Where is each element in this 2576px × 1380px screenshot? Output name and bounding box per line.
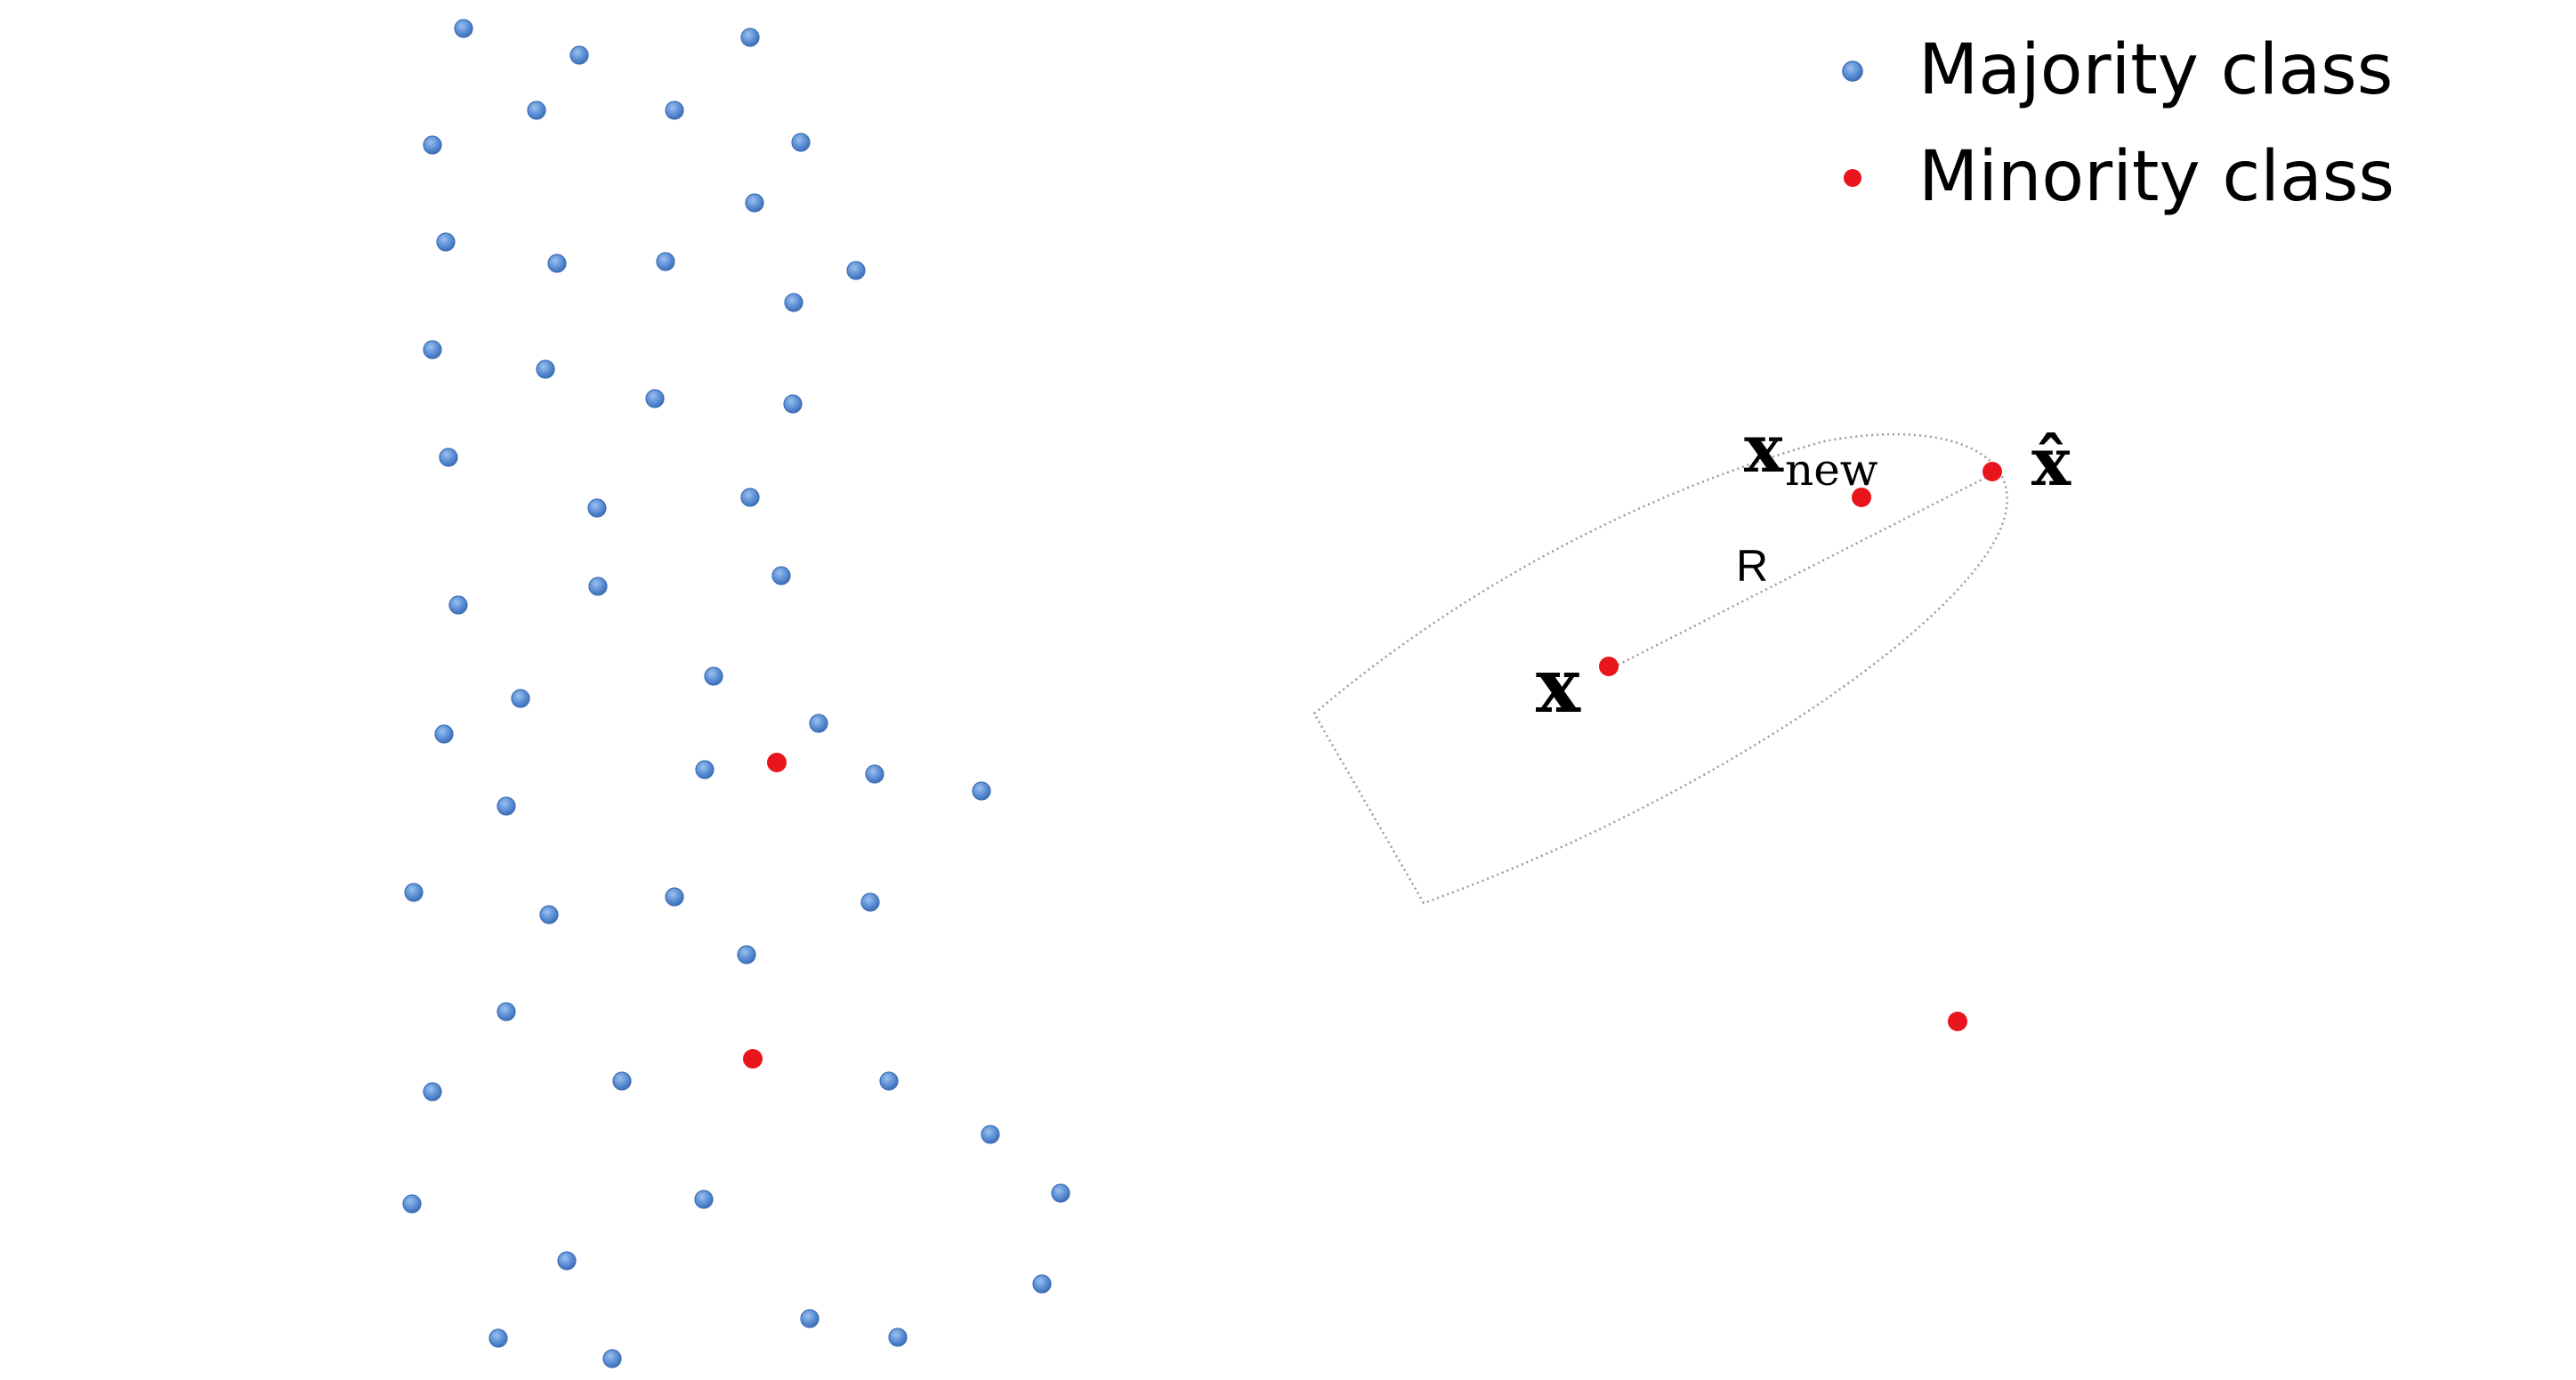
majority-point <box>511 689 530 708</box>
majority-point <box>879 1071 899 1091</box>
majority-point <box>771 566 791 585</box>
x-hat-label: x̂ <box>2031 424 2071 501</box>
majority-point <box>402 1194 422 1214</box>
majority-point <box>569 45 589 65</box>
minority-point <box>743 1049 763 1069</box>
majority-point <box>557 1251 577 1271</box>
majority-point <box>737 945 756 964</box>
majority-point <box>497 796 516 816</box>
majority-point <box>665 887 684 907</box>
legend-minority-label: Minority class <box>1918 137 2394 217</box>
x-new-base: x <box>1744 411 1784 488</box>
majority-point <box>423 1082 442 1102</box>
minority-points-right <box>1599 462 2002 1031</box>
majority-point <box>602 1349 622 1368</box>
majority-point <box>745 193 764 213</box>
minority-point-x-new <box>1852 488 1871 507</box>
majority-point <box>423 340 442 359</box>
majority-point <box>454 19 473 38</box>
majority-point <box>846 261 866 280</box>
minority-points-cluster <box>743 753 787 1069</box>
majority-point <box>656 252 675 271</box>
majority-point <box>448 595 468 615</box>
majority-point <box>972 781 991 801</box>
majority-point <box>436 232 456 252</box>
majority-points <box>402 19 1070 1368</box>
majority-point <box>539 905 559 924</box>
legend-majority-label: Majority class <box>1918 30 2393 110</box>
legend: Majority class Minority class <box>1842 30 2394 217</box>
legend-majority-marker <box>1842 61 1863 82</box>
majority-point <box>981 1125 1000 1144</box>
majority-point <box>439 448 458 467</box>
majority-point <box>497 1002 516 1021</box>
majority-point <box>588 577 608 596</box>
majority-point <box>1032 1274 1052 1294</box>
majority-point <box>694 1190 714 1209</box>
majority-point <box>791 133 811 152</box>
radius-line <box>1612 471 1997 669</box>
radius-label: R <box>1736 541 1768 591</box>
majority-point <box>695 760 715 779</box>
majority-point <box>536 359 555 379</box>
majority-point <box>740 488 760 507</box>
minority-point-x <box>1599 657 1619 676</box>
majority-point <box>423 135 442 155</box>
majority-point <box>809 714 828 733</box>
minority-point <box>767 753 787 772</box>
legend-minority-marker <box>1844 169 1861 187</box>
x-new-label: x new <box>1744 411 1878 496</box>
majority-point <box>587 498 607 518</box>
majority-point <box>783 394 803 414</box>
majority-point <box>784 293 803 312</box>
majority-point <box>1051 1183 1070 1203</box>
minority-point-x-hat <box>1982 462 2002 481</box>
majority-point <box>888 1328 908 1347</box>
majority-point <box>860 892 880 912</box>
majority-point <box>489 1328 508 1348</box>
x-new-subscript: new <box>1785 444 1878 496</box>
majority-point <box>665 101 684 120</box>
majority-point <box>434 724 454 744</box>
sampling-region-outline <box>1312 432 2008 905</box>
majority-point <box>740 28 760 47</box>
majority-point <box>865 764 884 784</box>
majority-point <box>404 883 424 902</box>
majority-point <box>800 1309 820 1328</box>
majority-point <box>547 254 567 273</box>
minority-point <box>1948 1012 1967 1031</box>
majority-point <box>704 666 723 686</box>
majority-point <box>527 101 546 120</box>
majority-point <box>612 1071 632 1091</box>
x-label: x <box>1536 642 1581 730</box>
majority-point <box>645 389 665 408</box>
